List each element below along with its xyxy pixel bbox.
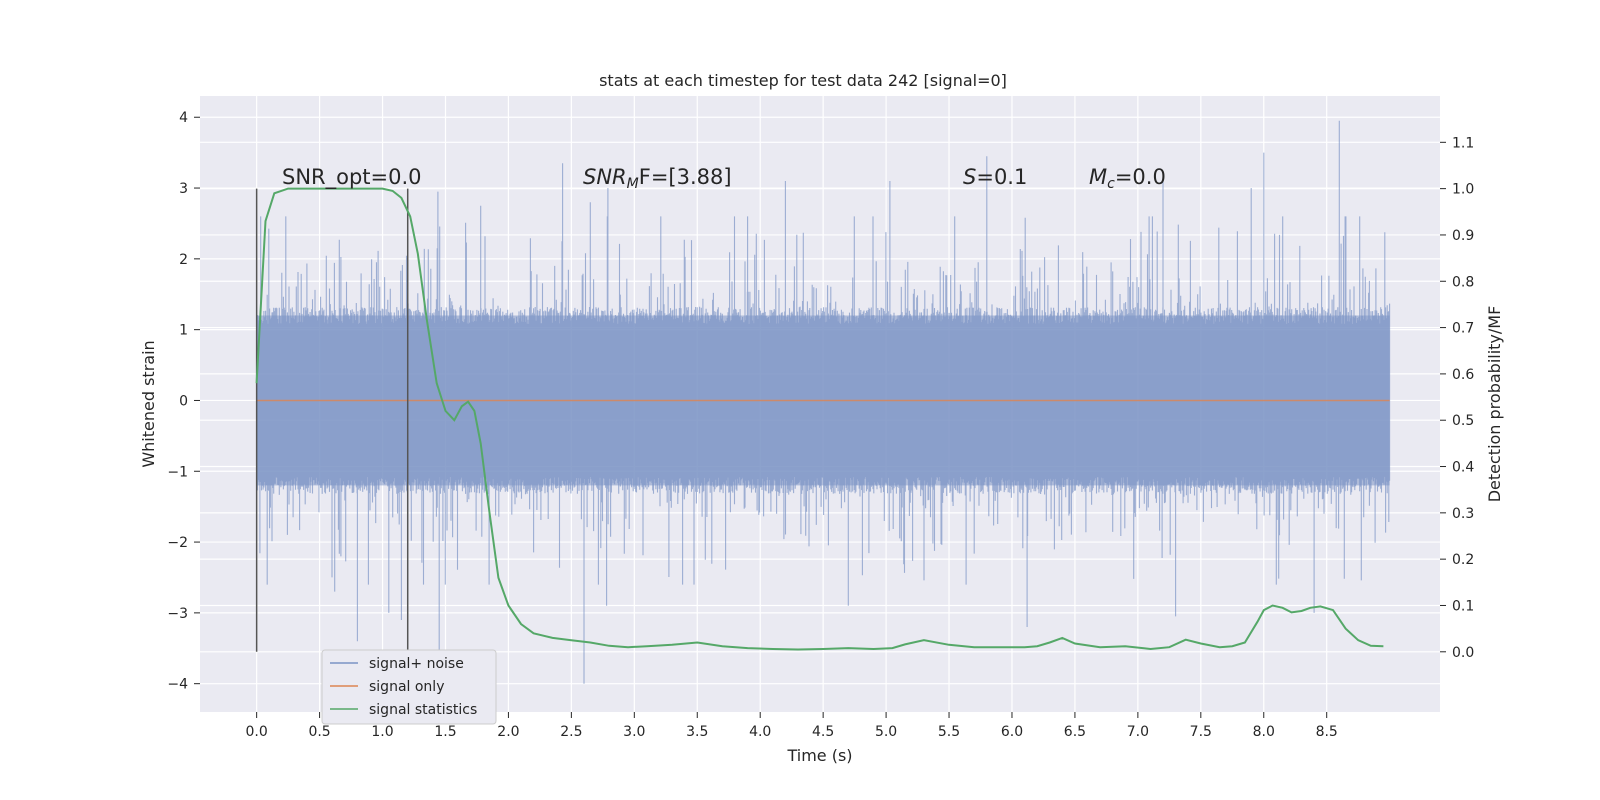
chart-title: stats at each timestep for test data 242… xyxy=(599,71,1007,90)
x-tick-label: 0.0 xyxy=(246,724,268,740)
y-tick-label: −1 xyxy=(167,464,188,480)
signal-statistics-series xyxy=(255,187,1384,651)
x-tick-label: 4.5 xyxy=(812,724,834,740)
x-tick-label: 2.5 xyxy=(560,724,582,740)
x-axis-ticks: 0.0 0.5 1.0 1.5 2.0 2.5 3.0 3.5 4.0 4.5 5.0 5.5 6.0 6… xyxy=(246,712,1338,740)
legend-label-signal-only: signal only xyxy=(369,679,444,695)
legend: signal+ noise signal only signal statist… xyxy=(321,649,497,725)
y-axis-right-ticks: 0.0 0.1 0.2 0.3 0.4 0.5 0.6 0.7 0.8 0.9 1.0 1.1 xyxy=(1440,135,1474,661)
y-right-tick-label: 1.1 xyxy=(1452,135,1474,151)
x-tick-label: 6.5 xyxy=(1064,724,1086,740)
x-axis-label: Time (s) xyxy=(786,746,852,765)
annotation-snr-mf: SNRMF=[3.88] xyxy=(583,165,732,192)
y-tick-label: 4 xyxy=(179,110,188,126)
x-tick-label: 5.5 xyxy=(938,724,960,740)
y-right-tick-label: 0.6 xyxy=(1452,367,1474,383)
y-right-tick-label: 0.0 xyxy=(1452,645,1474,661)
annotation-snr-mf-suffix: F=[3.88] xyxy=(639,165,732,189)
x-tick-label: 4.0 xyxy=(749,724,771,740)
legend-label-noise: signal+ noise xyxy=(369,656,464,672)
y-right-tick-label: 1.0 xyxy=(1452,182,1474,198)
y-tick-label: 2 xyxy=(179,252,188,268)
x-tick-label: 6.0 xyxy=(1001,724,1023,740)
y-right-tick-label: 0.4 xyxy=(1452,460,1474,476)
annotation-mc-symbol: M xyxy=(1089,165,1107,189)
annotations: SNR_opt=0.0 SNRMF=[3.88] S=0.1 Mc=0.0 xyxy=(282,165,1166,192)
annotation-snr-mf-prefix: SNR xyxy=(583,165,627,189)
y-right-tick-label: 0.5 xyxy=(1452,413,1474,429)
y-right-tick-label: 0.3 xyxy=(1452,506,1474,522)
x-tick-label: 8.5 xyxy=(1316,724,1338,740)
x-tick-label: 5.0 xyxy=(875,724,897,740)
y-tick-label: 0 xyxy=(179,393,188,409)
x-tick-label: 3.0 xyxy=(623,724,645,740)
y-tick-label: −3 xyxy=(167,606,188,622)
y-axis-right-label: Detection probability/MF xyxy=(1485,306,1504,503)
annotation-snr-opt: SNR_opt=0.0 xyxy=(282,165,422,190)
annotation-mc: Mc=0.0 xyxy=(1089,165,1166,192)
x-tick-label: 3.5 xyxy=(686,724,708,740)
y-tick-label: −2 xyxy=(167,535,188,551)
legend-box xyxy=(321,649,497,725)
y-right-tick-label: 0.1 xyxy=(1452,598,1474,614)
x-tick-label: 0.5 xyxy=(308,724,330,740)
y-tick-label: 1 xyxy=(179,323,188,339)
legend-label-statistics: signal statistics xyxy=(369,702,477,718)
x-tick-label: 1.5 xyxy=(434,724,456,740)
x-tick-label: 7.5 xyxy=(1190,724,1212,740)
y-right-tick-label: 0.2 xyxy=(1452,552,1474,568)
annotation-s: S=0.1 xyxy=(963,165,1027,189)
annotation-snr-mf-sub: M xyxy=(627,176,639,192)
x-tick-label: 7.0 xyxy=(1127,724,1149,740)
y-right-tick-label: 0.7 xyxy=(1452,321,1474,337)
annotation-mc-value: =0.0 xyxy=(1115,165,1166,189)
y-axis-label: Whitened strain xyxy=(139,340,158,467)
y-axis-left-ticks: −4 −3 −2 −1 0 1 2 3 4 xyxy=(167,110,200,693)
y-right-tick-label: 0.9 xyxy=(1452,228,1474,244)
x-tick-label: 8.0 xyxy=(1253,724,1275,740)
annotation-s-value: =0.1 xyxy=(976,165,1027,189)
y-right-tick-label: 0.8 xyxy=(1452,274,1474,290)
x-tick-label: 1.0 xyxy=(371,724,393,740)
y-tick-label: 3 xyxy=(179,181,188,197)
y-tick-label: −4 xyxy=(167,677,188,693)
vertical-markers xyxy=(255,188,409,652)
x-tick-label: 2.0 xyxy=(497,724,519,740)
annotation-mc-sub: c xyxy=(1107,176,1115,192)
annotation-s-symbol: S xyxy=(963,165,976,189)
series-line-statistics xyxy=(255,187,1384,651)
